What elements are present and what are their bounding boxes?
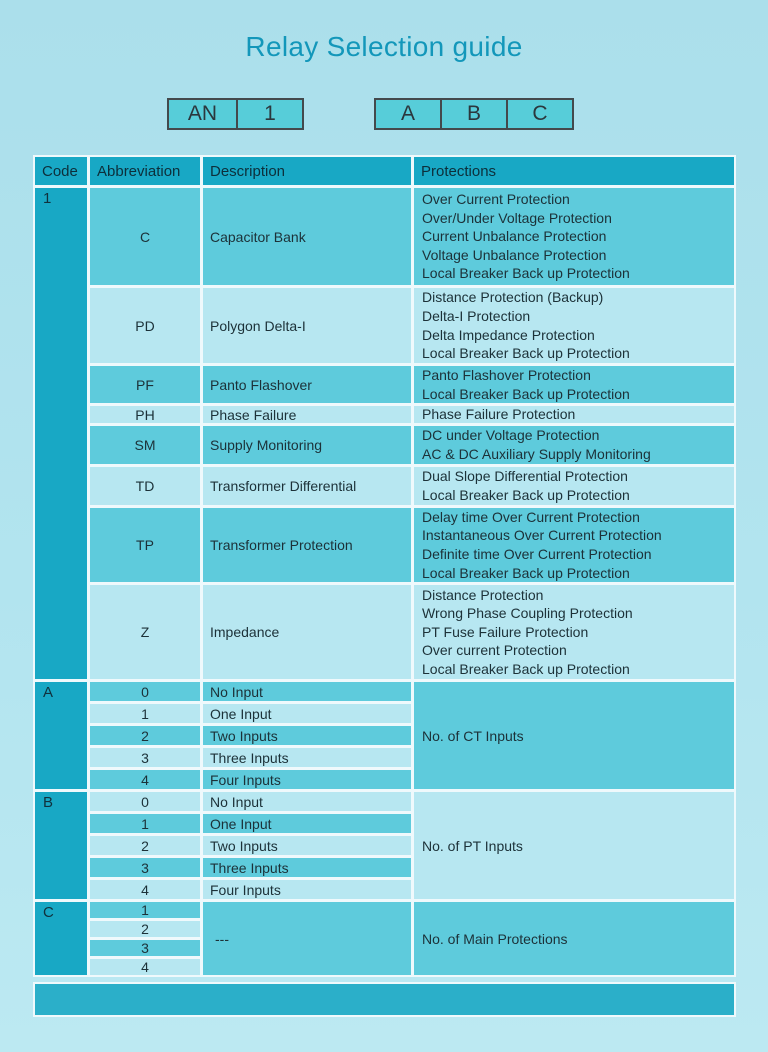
desc-cell: Four Inputs [203, 770, 411, 789]
code-cell-1: 1 [35, 188, 87, 679]
abbr-cell: 4 [90, 959, 200, 975]
desc-cell: One Input [203, 814, 411, 833]
desc-cell: Two Inputs [203, 836, 411, 855]
abbr-cell: C [90, 188, 200, 285]
abbr-cell: PH [90, 406, 200, 423]
prot-cell: DC under Voltage Protection AC & DC Auxi… [414, 426, 734, 464]
desc-cell: One Input [203, 704, 411, 723]
abbr-cell: 3 [90, 940, 200, 956]
header-cell-code: Code [35, 157, 87, 185]
desc-cell: Impedance [203, 585, 411, 679]
prot-cell: Distance Protection Wrong Phase Coupling… [414, 585, 734, 679]
header-cell-description: Description [203, 157, 411, 185]
prot-cell: Phase Failure Protection [414, 406, 734, 423]
code-box-group-an1: AN 1 [167, 98, 304, 130]
desc-cell: Polygon Delta-I [203, 288, 411, 363]
merged-prot-main-protections: No. of Main Protections [414, 902, 734, 975]
header-cell-abbreviation: Abbreviation [90, 157, 200, 185]
desc-cell: Panto Flashover [203, 366, 411, 403]
abbr-cell: 1 [90, 902, 200, 918]
abbr-cell: 1 [90, 814, 200, 833]
code-box-group-abc: A B C [374, 98, 574, 130]
desc-cell: Three Inputs [203, 858, 411, 877]
abbr-cell: SM [90, 426, 200, 464]
abbr-cell: Z [90, 585, 200, 679]
code-box-an: AN [167, 98, 238, 130]
code-box-1: 1 [236, 98, 304, 130]
footer-bar [33, 982, 736, 1017]
prot-cell: Over Current Protection Over/Under Volta… [414, 188, 734, 285]
abbr-cell: 2 [90, 836, 200, 855]
desc-cell: No Input [203, 682, 411, 701]
abbr-cell: 4 [90, 880, 200, 899]
desc-cell: Capacitor Bank [203, 188, 411, 285]
desc-cell: Transformer Differential [203, 467, 411, 505]
desc-cell: Supply Monitoring [203, 426, 411, 464]
abbr-cell: PD [90, 288, 200, 363]
desc-cell: Phase Failure [203, 406, 411, 423]
code-format-boxes: AN 1 A B C [167, 98, 768, 130]
page-title: Relay Selection guide [245, 31, 523, 62]
code-box-a: A [374, 98, 442, 130]
abbr-cell: 4 [90, 770, 200, 789]
abbr-cell: TD [90, 467, 200, 505]
desc-cell: Two Inputs [203, 726, 411, 745]
prot-cell: Distance Protection (Backup) Delta-I Pro… [414, 288, 734, 363]
abbr-cell: PF [90, 366, 200, 403]
desc-cell: No Input [203, 792, 411, 811]
prot-cell: Panto Flashover Protection Local Breaker… [414, 366, 734, 403]
abbr-cell: 2 [90, 726, 200, 745]
code-box-b: B [440, 98, 508, 130]
abbr-cell: TP [90, 508, 200, 582]
merged-prot-ct-inputs: No. of CT Inputs [414, 682, 734, 789]
abbr-cell: 2 [90, 921, 200, 937]
header-cell-protections: Protections [414, 157, 734, 185]
abbr-cell: 3 [90, 858, 200, 877]
abbr-cell: 3 [90, 748, 200, 767]
merged-prot-pt-inputs: No. of PT Inputs [414, 792, 734, 899]
abbr-cell: 1 [90, 704, 200, 723]
code-cell-a: A [35, 682, 87, 789]
abbr-cell: 0 [90, 792, 200, 811]
desc-cell: Four Inputs [203, 880, 411, 899]
code-box-c: C [506, 98, 574, 130]
prot-cell: Dual Slope Differential Protection Local… [414, 467, 734, 505]
code-cell-b: B [35, 792, 87, 899]
code-cell-c: C [35, 902, 87, 975]
desc-cell: Transformer Protection [203, 508, 411, 582]
abbr-cell: 0 [90, 682, 200, 701]
relay-selection-table: Code Abbreviation Description Protection… [33, 155, 736, 977]
prot-cell: Delay time Over Current Protection Insta… [414, 508, 734, 582]
merged-desc-dashes: --- [203, 902, 411, 975]
desc-cell: Three Inputs [203, 748, 411, 767]
